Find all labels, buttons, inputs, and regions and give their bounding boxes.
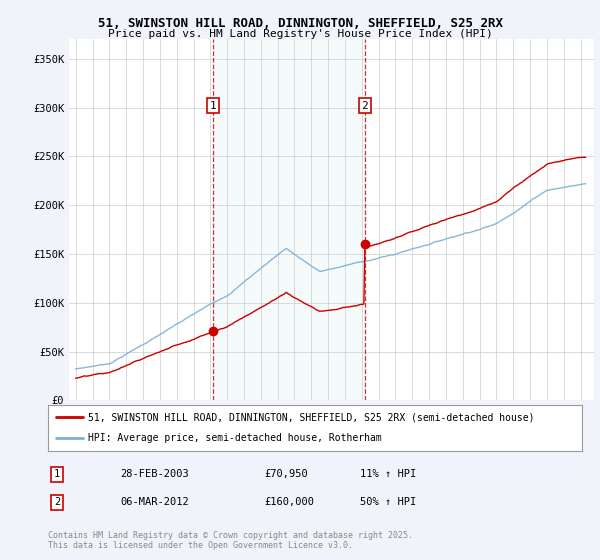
- Text: 1: 1: [209, 101, 216, 110]
- Text: 1: 1: [54, 469, 60, 479]
- Text: £160,000: £160,000: [264, 497, 314, 507]
- Text: 11% ↑ HPI: 11% ↑ HPI: [360, 469, 416, 479]
- Text: HPI: Average price, semi-detached house, Rotherham: HPI: Average price, semi-detached house,…: [88, 433, 382, 444]
- Text: 51, SWINSTON HILL ROAD, DINNINGTON, SHEFFIELD, S25 2RX: 51, SWINSTON HILL ROAD, DINNINGTON, SHEF…: [97, 17, 503, 30]
- Text: Contains HM Land Registry data © Crown copyright and database right 2025.
This d: Contains HM Land Registry data © Crown c…: [48, 531, 413, 550]
- Text: 2: 2: [362, 101, 368, 110]
- Text: 51, SWINSTON HILL ROAD, DINNINGTON, SHEFFIELD, S25 2RX (semi-detached house): 51, SWINSTON HILL ROAD, DINNINGTON, SHEF…: [88, 412, 535, 422]
- Text: 2: 2: [54, 497, 60, 507]
- Text: 50% ↑ HPI: 50% ↑ HPI: [360, 497, 416, 507]
- Text: £70,950: £70,950: [264, 469, 308, 479]
- Text: 28-FEB-2003: 28-FEB-2003: [120, 469, 189, 479]
- Bar: [213, 39, 365, 400]
- Text: Price paid vs. HM Land Registry's House Price Index (HPI): Price paid vs. HM Land Registry's House …: [107, 29, 493, 39]
- Text: 06-MAR-2012: 06-MAR-2012: [120, 497, 189, 507]
